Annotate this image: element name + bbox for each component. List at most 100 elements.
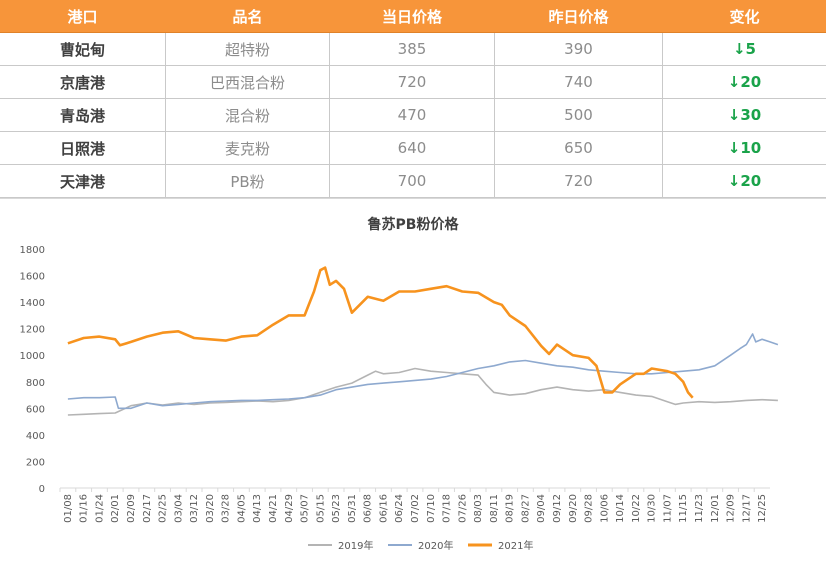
yesterday-price-cell: 740 (495, 66, 663, 98)
port-cell: 日照港 (0, 132, 166, 164)
x-tick-label: 04/29 (284, 494, 295, 523)
price-table: 港口 品名 当日价格 昨日价格 变化 曹妃甸 超特粉 385 390 ↓5 京唐… (0, 0, 826, 198)
change-cell: ↓20 (727, 172, 762, 190)
x-tick-label: 10/22 (631, 494, 642, 523)
port-cell: 京唐港 (0, 66, 166, 98)
x-tick-label: 11/23 (694, 494, 705, 523)
x-tick-label: 09/20 (568, 494, 579, 523)
chart-svg: 鲁苏PB粉价格 0 200 400 600 800 1000 1200 1400 1600 180… (20, 216, 779, 552)
y-tick-label: 1200 (20, 325, 45, 336)
series-line-2 (67, 266, 694, 399)
x-tick-label: 07/02 (410, 494, 421, 523)
x-tick-label: 02/01 (110, 494, 121, 523)
y-tick-label: 600 (26, 404, 45, 415)
today-price-cell: 720 (330, 66, 495, 98)
x-tick-label: 12/01 (710, 494, 721, 523)
change-cell: ↓5 (732, 40, 756, 58)
y-axis: 0 200 400 600 800 1000 1200 1400 1600 1800 (20, 245, 770, 495)
x-tick-label: 07/10 (426, 494, 437, 523)
table-header-row: 港口 品名 当日价格 昨日价格 变化 (0, 0, 826, 33)
x-tick-label: 07/26 (457, 494, 468, 523)
x-tick-label: 04/21 (268, 494, 279, 523)
x-tick-label: 05/23 (331, 494, 342, 523)
x-tick-label: 11/07 (662, 494, 673, 523)
legend-label: 2020年 (418, 539, 453, 552)
x-tick-label: 05/15 (315, 494, 326, 523)
y-tick-label: 400 (26, 431, 45, 442)
series-line-0 (67, 367, 778, 416)
x-tick-label: 01/24 (94, 494, 105, 523)
product-cell: PB粉 (166, 165, 330, 197)
x-tick-label: 08/27 (520, 494, 531, 523)
change-cell: ↓20 (727, 73, 762, 91)
header-yesterday-price: 昨日价格 (495, 0, 663, 32)
yesterday-price-cell: 390 (495, 33, 663, 65)
header-port: 港口 (0, 0, 166, 32)
x-tick-label: 01/16 (79, 494, 90, 523)
yesterday-price-cell: 500 (495, 99, 663, 131)
yesterday-price-cell: 720 (495, 165, 663, 197)
x-tick-label: 02/09 (126, 494, 137, 523)
x-tick-label: 02/25 (158, 494, 169, 523)
y-tick-label: 1400 (20, 298, 45, 309)
change-cell: ↓10 (727, 139, 762, 157)
today-price-cell: 470 (330, 99, 495, 131)
product-cell: 超特粉 (166, 33, 330, 65)
header-change: 变化 (729, 7, 760, 26)
x-tick-label: 04/13 (252, 494, 263, 523)
product-cell: 麦克粉 (166, 132, 330, 164)
x-tick-label: 06/24 (394, 494, 405, 523)
legend-label: 2021年 (498, 539, 533, 552)
x-tick-label: 06/08 (363, 494, 374, 523)
price-chart: 鲁苏PB粉价格 0 200 400 600 800 1000 1200 1400 1600 180… (0, 198, 826, 563)
x-tick-label: 02/17 (142, 494, 153, 523)
product-cell: 混合粉 (166, 99, 330, 131)
x-tick-label: 07/18 (442, 494, 453, 523)
y-tick-label: 1800 (20, 245, 45, 256)
x-tick-label: 01/08 (63, 494, 74, 523)
port-cell: 青岛港 (0, 99, 166, 131)
chart-title: 鲁苏PB粉价格 (367, 216, 460, 233)
x-tick-label: 09/28 (584, 494, 595, 523)
table-row: 日照港 麦克粉 640 650 ↓10 (0, 132, 826, 165)
change-cell: ↓30 (727, 106, 762, 124)
header-today-price: 当日价格 (330, 0, 495, 32)
y-tick-label: 800 (26, 378, 45, 389)
x-axis: 01/08 01/16 01/24 02/01 02/09 02/17 02/25 03/04… (59, 488, 768, 523)
port-cell: 天津港 (0, 165, 166, 197)
x-tick-label: 03/20 (205, 494, 216, 523)
table-row: 青岛港 混合粉 470 500 ↓30 (0, 99, 826, 132)
series-lines (67, 266, 779, 416)
today-price-cell: 700 (330, 165, 495, 197)
x-tick-label: 09/12 (552, 494, 563, 523)
yesterday-price-cell: 650 (495, 132, 663, 164)
x-tick-label: 08/03 (473, 494, 484, 523)
x-tick-label: 04/05 (236, 494, 247, 523)
y-tick-label: 1600 (20, 272, 45, 283)
port-cell: 曹妃甸 (0, 33, 166, 65)
x-tick-label: 12/09 (726, 494, 737, 523)
chart-legend: 2019年 2020年 2021年 (308, 539, 533, 552)
x-tick-label: 08/11 (489, 494, 500, 523)
today-price-cell: 385 (330, 33, 495, 65)
x-tick-label: 03/04 (173, 494, 184, 523)
x-tick-label: 12/25 (757, 494, 768, 523)
x-tick-label: 06/16 (378, 494, 389, 523)
x-tick-label: 11/15 (678, 494, 689, 523)
y-tick-label: 1000 (20, 351, 45, 362)
y-tick-label: 200 (26, 457, 45, 468)
header-product: 品名 (166, 0, 330, 32)
x-tick-label: 10/06 (599, 494, 610, 523)
legend-label: 2019年 (338, 539, 373, 552)
product-cell: 巴西混合粉 (166, 66, 330, 98)
y-tick-label: 0 (39, 484, 45, 495)
x-tick-label: 09/04 (536, 494, 547, 523)
x-tick-label: 10/30 (647, 494, 658, 523)
today-price-cell: 640 (330, 132, 495, 164)
x-tick-label: 03/28 (221, 494, 232, 523)
x-tick-label: 12/17 (741, 494, 752, 523)
x-tick-label: 08/19 (505, 494, 516, 523)
x-tick-label: 03/12 (189, 494, 200, 523)
x-tick-label: 05/31 (347, 494, 358, 523)
x-tick-label: 05/07 (300, 494, 311, 523)
